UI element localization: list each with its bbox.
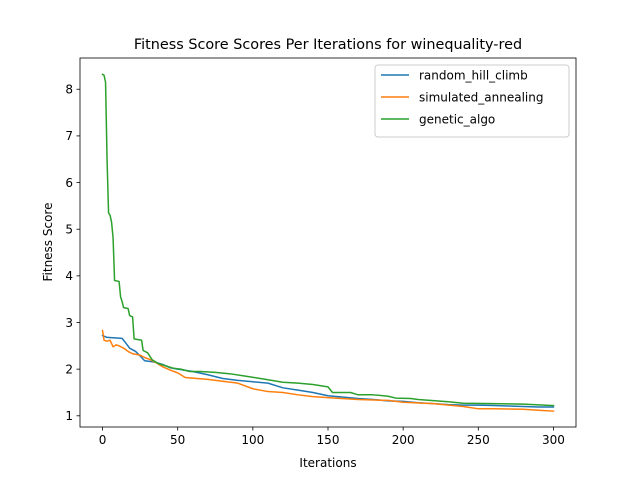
y-tick-label: 4 (65, 269, 73, 283)
legend-label-random_hill_climb: random_hill_climb (419, 69, 528, 83)
series-line-simulated_annealing (101, 329, 555, 412)
y-tick-label: 7 (65, 129, 73, 143)
y-axis: 1 2 3 4 5 6 7 8 (65, 83, 80, 423)
legend-label-simulated_annealing: simulated_annealing (419, 91, 543, 105)
legend-label-genetic_algo: genetic_algo (419, 113, 495, 127)
y-tick-label: 3 (65, 316, 73, 330)
x-tick-label: 0 (99, 433, 107, 447)
x-axis-label: Iterations (299, 456, 356, 470)
x-tick-label: 50 (170, 433, 185, 447)
x-tick-label: 300 (542, 433, 565, 447)
series-lines (101, 73, 555, 412)
x-tick-label: 150 (317, 433, 340, 447)
x-axis: 0 50 100 150 200 250 300 (99, 427, 565, 447)
y-tick-label: 2 (65, 362, 73, 376)
x-tick-label: 250 (467, 433, 490, 447)
series-line-genetic_algo (101, 73, 555, 407)
chart-title: Fitness Score Scores Per Iterations for … (134, 37, 522, 53)
legend: random_hill_climb simulated_annealinggene… (374, 64, 570, 138)
x-tick-label: 200 (392, 433, 415, 447)
y-tick-label: 5 (65, 223, 73, 237)
y-axis-label: Fitness Score (41, 203, 55, 282)
x-tick-label: 100 (241, 433, 264, 447)
series-line-random_hill_climb (101, 334, 555, 408)
y-tick-label: 8 (65, 83, 73, 97)
y-tick-label: 1 (65, 409, 73, 423)
y-tick-label: 6 (65, 176, 73, 190)
legend-box (374, 64, 570, 138)
